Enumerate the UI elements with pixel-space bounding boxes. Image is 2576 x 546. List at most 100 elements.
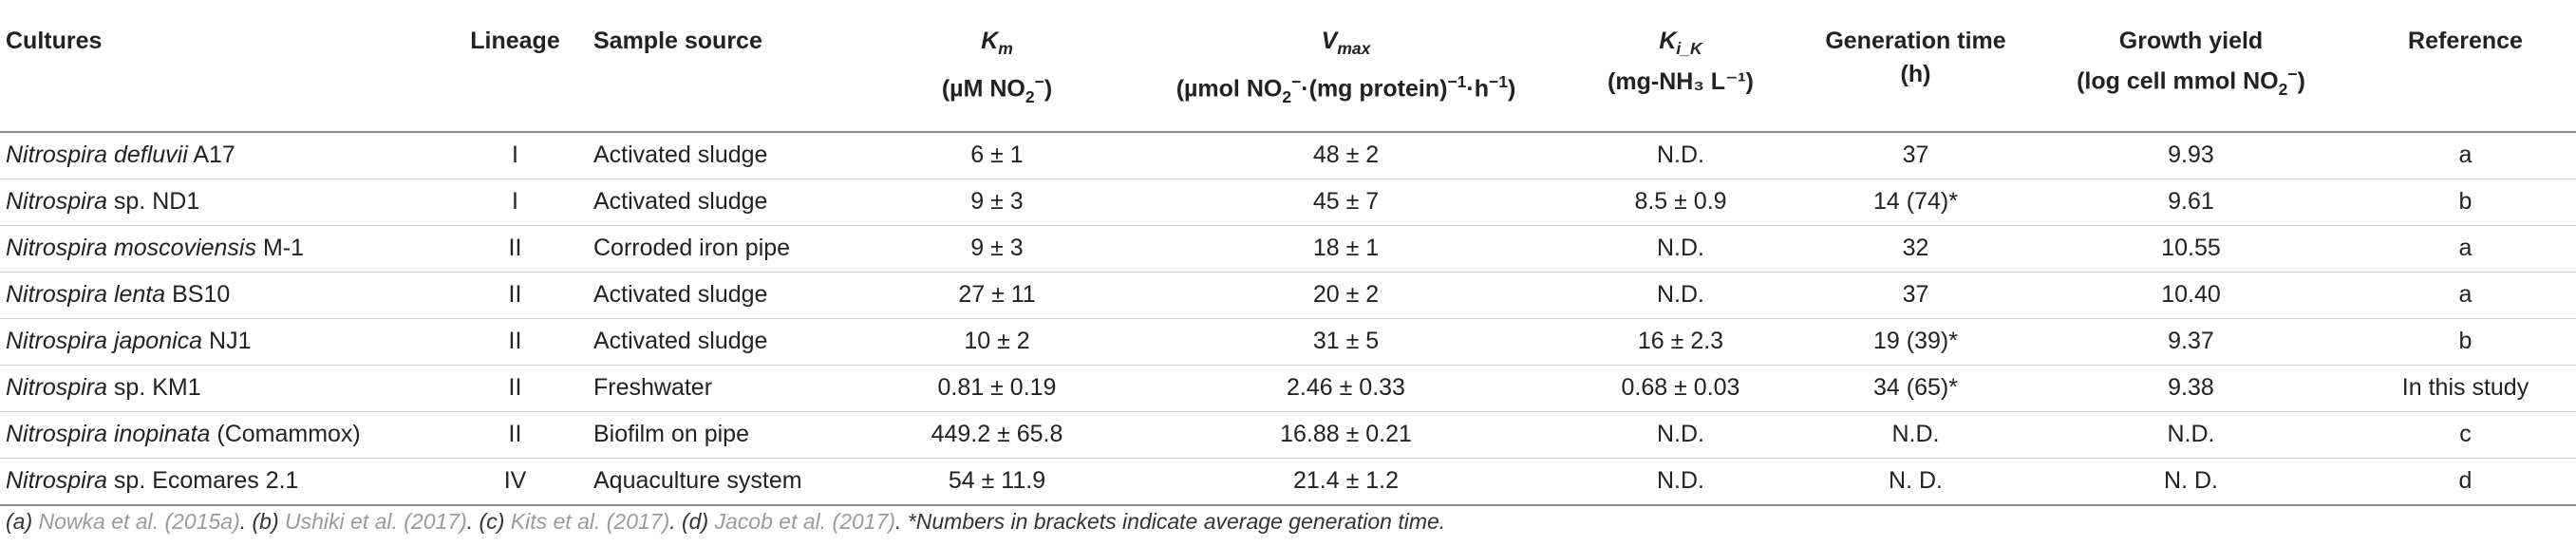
cell-culture: Nitrospira japonica NJ1 xyxy=(0,318,446,366)
cell-lineage: II xyxy=(446,272,584,319)
culture-species: lenta xyxy=(113,281,166,309)
cell-km: 9 ± 3 xyxy=(859,225,1135,273)
cell-culture: Nitrospira sp. KM1 xyxy=(0,365,446,412)
cell-reference: In this study xyxy=(2355,365,2576,412)
footnote-ref-b[interactable]: Ushiki et al. (2017) xyxy=(285,509,467,534)
culture-species: japonica xyxy=(113,328,203,355)
culture-strain: (Comammox) xyxy=(210,421,361,448)
culture-genus: Nitrospira xyxy=(6,141,107,169)
cell-growth-yield: 9.38 xyxy=(2027,365,2355,412)
cell-km: 27 ± 11 xyxy=(859,272,1135,319)
header-row: Cultures Lineage Sample source Km (µM NO… xyxy=(0,4,2576,133)
header-kik: Ki_K (mg-NH₃ L⁻¹) xyxy=(1557,4,1804,133)
cell-culture: Nitrospira inopinata (Comammox) xyxy=(0,411,446,459)
table-header: Cultures Lineage Sample source Km (µM NO… xyxy=(0,4,2576,133)
cell-reference: b xyxy=(2355,179,2576,226)
cell-km: 0.81 ± 0.19 xyxy=(859,365,1135,412)
footnote-ref-a[interactable]: Nowka et al. (2015a) xyxy=(38,509,240,534)
cell-sample-source: Activated sludge xyxy=(584,179,859,226)
culture-genus: Nitrospira xyxy=(6,281,107,309)
cell-culture: Nitrospira lenta BS10 xyxy=(0,272,446,319)
cell-lineage: II xyxy=(446,318,584,366)
cell-growth-yield: 9.61 xyxy=(2027,179,2355,226)
cell-vmax: 48 ± 2 xyxy=(1135,131,1557,179)
cell-generation-time: 19 (39)* xyxy=(1804,318,2027,366)
cell-vmax: 45 ± 7 xyxy=(1135,179,1557,226)
cell-lineage: II xyxy=(446,411,584,459)
footnote-ref-c[interactable]: Kits et al. (2017) xyxy=(510,509,670,534)
table-body: Nitrospira defluvii A17 I Activated sludge… xyxy=(0,131,2576,506)
cell-vmax: 18 ± 1 xyxy=(1135,225,1557,273)
header-vmax: Vmax (µmol NO2−·(mg protein)−1·h−1) xyxy=(1135,4,1557,133)
culture-species: inopinata xyxy=(113,421,211,448)
cell-generation-time: N. D. xyxy=(1804,458,2027,506)
cell-generation-time: 14 (74)* xyxy=(1804,179,2027,226)
culture-genus: Nitrospira xyxy=(6,235,107,262)
cell-generation-time: N.D. xyxy=(1804,411,2027,459)
cell-growth-yield: 9.93 xyxy=(2027,131,2355,179)
cell-reference: b xyxy=(2355,318,2576,366)
cell-reference: c xyxy=(2355,411,2576,459)
cell-kik: 16 ± 2.3 xyxy=(1557,318,1804,366)
cell-sample-source: Activated sludge xyxy=(584,272,859,319)
cell-vmax: 16.88 ± 0.21 xyxy=(1135,411,1557,459)
header-cultures: Cultures xyxy=(0,4,446,133)
table-footnote: (a) Nowka et al. (2015a). (b) Ushiki et … xyxy=(6,509,1446,534)
cell-kik: 0.68 ± 0.03 xyxy=(1557,365,1804,412)
cell-reference: a xyxy=(2355,225,2576,273)
table-row: Nitrospira sp. Ecomares 2.1 IV Aquaculture… xyxy=(0,458,2576,506)
cell-sample-source: Biofilm on pipe xyxy=(584,411,859,459)
cell-km: 10 ± 2 xyxy=(859,318,1135,366)
cell-kik: N.D. xyxy=(1557,411,1804,459)
cell-sample-source: Activated sludge xyxy=(584,318,859,366)
cell-km: 9 ± 3 xyxy=(859,179,1135,226)
culture-genus: Nitrospira xyxy=(6,328,107,355)
cell-growth-yield: 9.37 xyxy=(2027,318,2355,366)
cell-reference: a xyxy=(2355,131,2576,179)
cell-kik: 8.5 ± 0.9 xyxy=(1557,179,1804,226)
cell-km: 449.2 ± 65.8 xyxy=(859,411,1135,459)
cell-sample-source: Corroded iron pipe xyxy=(584,225,859,273)
culture-strain: sp. ND1 xyxy=(106,188,200,216)
cell-growth-yield: 10.55 xyxy=(2027,225,2355,273)
cell-reference: a xyxy=(2355,272,2576,319)
cell-generation-time: 37 xyxy=(1804,272,2027,319)
data-table: Cultures Lineage Sample source Km (µM NO… xyxy=(0,4,2576,506)
cell-kik: N.D. xyxy=(1557,458,1804,506)
cell-lineage: II xyxy=(446,225,584,273)
cell-vmax: 2.46 ± 0.33 xyxy=(1135,365,1557,412)
header-reference: Reference xyxy=(2355,4,2576,133)
culture-strain: BS10 xyxy=(165,281,231,309)
table-row: Nitrospira defluvii A17 I Activated sludge… xyxy=(0,131,2576,179)
culture-strain: sp. Ecomares 2.1 xyxy=(106,467,299,495)
cell-reference: d xyxy=(2355,458,2576,506)
culture-genus: Nitrospira xyxy=(6,467,107,495)
cell-growth-yield: N. D. xyxy=(2027,458,2355,506)
table-row: Nitrospira moscoviensis M-1 II Corroded ir… xyxy=(0,225,2576,273)
cell-kik: N.D. xyxy=(1557,272,1804,319)
table-row: Nitrospira sp. ND1 I Activated sludge 9 ± 3… xyxy=(0,179,2576,226)
cell-sample-source: Activated sludge xyxy=(584,131,859,179)
cell-vmax: 31 ± 5 xyxy=(1135,318,1557,366)
cell-generation-time: 32 xyxy=(1804,225,2027,273)
culture-species: defluvii xyxy=(113,141,188,169)
table-row: Nitrospira sp. KM1 II Freshwater 0.81 ± 0.1… xyxy=(0,365,2576,412)
culture-strain: A17 xyxy=(187,141,235,169)
cell-km: 6 ± 1 xyxy=(859,131,1135,179)
footnote-ref-d[interactable]: Jacob et al. (2017) xyxy=(714,509,896,534)
cell-culture: Nitrospira sp. ND1 xyxy=(0,179,446,226)
cell-culture: Nitrospira defluvii A17 xyxy=(0,131,446,179)
cell-sample-source: Freshwater xyxy=(584,365,859,412)
cell-lineage: IV xyxy=(446,458,584,506)
cell-generation-time: 34 (65)* xyxy=(1804,365,2027,412)
header-km: Km (µM NO2−) xyxy=(859,4,1135,133)
header-sample-source: Sample source xyxy=(584,4,859,133)
cell-culture: Nitrospira moscoviensis M-1 xyxy=(0,225,446,273)
cell-vmax: 20 ± 2 xyxy=(1135,272,1557,319)
cell-lineage: I xyxy=(446,179,584,226)
culture-genus: Nitrospira xyxy=(6,421,107,448)
cell-km: 54 ± 11.9 xyxy=(859,458,1135,506)
cell-culture: Nitrospira sp. Ecomares 2.1 xyxy=(0,458,446,506)
culture-species: moscoviensis xyxy=(113,235,256,262)
